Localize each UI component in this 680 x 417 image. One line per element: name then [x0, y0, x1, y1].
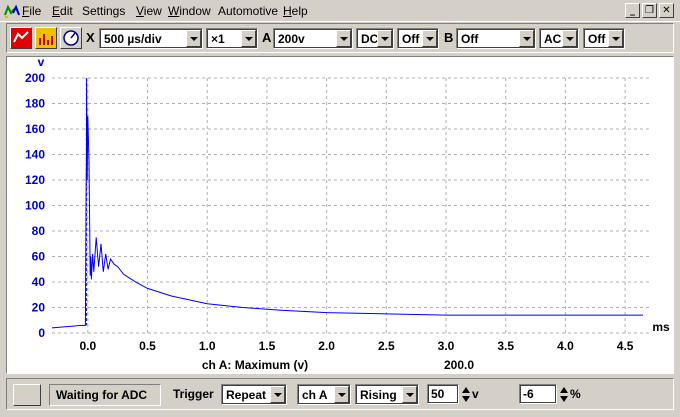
chevron-down-icon[interactable]	[186, 30, 201, 47]
toolbar: X 500 µs/div ×1 A 200v DC Off B Off AC O…	[6, 23, 674, 53]
scope-trace-icon	[13, 31, 29, 43]
trigger-edge-select[interactable]: Rising	[355, 384, 419, 405]
y-tick-label: 160	[25, 122, 45, 136]
timebase-value: 500 µs/div	[104, 32, 162, 46]
channel-a-option-select[interactable]: Off	[397, 28, 439, 49]
chevron-down-icon[interactable]	[519, 30, 534, 47]
y-tick-label: 0	[38, 326, 45, 340]
spectrum-bars-icon	[39, 34, 53, 45]
trigger-level-spinner-icon[interactable]	[461, 385, 471, 405]
trigger-mode-value: Repeat	[226, 388, 267, 402]
multiplier-select[interactable]: ×1	[206, 28, 258, 49]
channel-b-range-select[interactable]: Off	[456, 28, 536, 49]
mdi-window-controls: _ ❐ ✕	[625, 3, 674, 19]
y-tick-label: 40	[32, 275, 46, 289]
multiplier-value: ×1	[211, 32, 225, 46]
scope-chart[interactable]: 0 20 40 60 80 100 120 140 160 180 200 0.0 0.5 1.0 1.5 2…	[7, 57, 673, 373]
measurement-value: 200.0	[444, 358, 474, 372]
y-tick-label: 80	[32, 224, 46, 238]
chevron-down-icon[interactable]	[608, 30, 623, 47]
x-tick-label: 1.5	[259, 339, 276, 353]
channel-a-option-value: Off	[402, 32, 420, 46]
chevron-down-icon[interactable]	[270, 386, 285, 403]
channel-b-option-value: Off	[588, 32, 606, 46]
chevron-down-icon[interactable]	[334, 386, 349, 403]
y-tick-label: 200	[25, 71, 45, 85]
status-bar: Waiting for ADC Trigger Repeat ch A Risi…	[6, 378, 674, 410]
x-unit-label: ms	[652, 320, 670, 334]
trigger-channel-select[interactable]: ch A	[297, 384, 351, 405]
spectrum-mode-button[interactable]	[35, 27, 57, 49]
y-tick-label: 180	[25, 97, 45, 111]
x-tick-label: 1.0	[199, 339, 216, 353]
x-tick-label: 3.0	[438, 339, 455, 353]
scope-mode-button[interactable]	[10, 27, 32, 49]
chevron-down-icon[interactable]	[336, 30, 351, 47]
pretrigger-input[interactable]: -6	[519, 384, 557, 404]
chevron-down-icon[interactable]	[422, 30, 437, 47]
channel-a-range-select[interactable]: 200v	[273, 28, 353, 49]
chevron-down-icon[interactable]	[377, 30, 392, 47]
channel-b-option-select[interactable]: Off	[583, 28, 625, 49]
meter-mode-button[interactable]	[60, 27, 82, 49]
x-tick-label: 4.0	[557, 339, 574, 353]
menu-mnemonic: W	[168, 4, 180, 18]
x-tick-label: 2.5	[378, 339, 395, 353]
status-message: Waiting for ADC	[49, 384, 161, 406]
channel-b-range-value: Off	[461, 32, 479, 46]
minimize-icon[interactable]: _	[625, 3, 640, 18]
trigger-edge-value: Rising	[360, 388, 397, 402]
menu-automotive[interactable]: Automotive	[218, 4, 279, 18]
trigger-mode-select[interactable]: Repeat	[221, 384, 287, 405]
menu-mnemonic: H	[283, 4, 292, 18]
channel-b-coupling-value: AC	[544, 32, 562, 46]
timebase-select[interactable]: 500 µs/div	[99, 28, 203, 49]
close-icon[interactable]: ✕	[659, 3, 674, 18]
chevron-down-icon[interactable]	[562, 30, 577, 47]
channel-a-coupling-select[interactable]: DC	[356, 28, 394, 49]
y-tick-label: 100	[25, 199, 45, 213]
menu-window[interactable]: Window	[168, 4, 211, 18]
trigger-level-unit: v	[472, 387, 479, 401]
meter-dial-icon	[63, 30, 79, 46]
y-tick-label: 20	[32, 301, 46, 315]
chevron-down-icon[interactable]	[241, 30, 256, 47]
menu-settings[interactable]: Settings	[82, 4, 126, 18]
trigger-level-input[interactable]: 50	[427, 384, 459, 404]
menu-edit[interactable]: Edit	[52, 4, 73, 18]
channel-b-coupling-select[interactable]: AC	[539, 28, 579, 49]
channel-b-label: B	[444, 30, 454, 45]
trigger-label: Trigger	[173, 387, 214, 401]
chevron-down-icon[interactable]	[402, 386, 417, 403]
measurement-label: ch A: Maximum (v)	[202, 358, 308, 372]
x-tick-label: 3.5	[497, 339, 514, 353]
menu-mnemonic: V	[136, 4, 144, 18]
menu-mnemonic: F	[22, 4, 30, 18]
menu-mnemonic: E	[52, 4, 61, 18]
pretrigger-spinner-icon[interactable]	[559, 385, 569, 405]
picoscope-app-icon[interactable]	[4, 3, 20, 19]
y-tick-label: 60	[32, 250, 46, 264]
x-tick-label: 2.0	[318, 339, 335, 353]
x-axis-label: X	[86, 30, 95, 45]
channel-a-range-value: 200v	[278, 32, 305, 46]
menu-help[interactable]: Help	[283, 4, 308, 18]
menu-bar: File Edit Settings View Window Automotive Help…	[0, 0, 680, 22]
trigger-channel-value: ch A	[302, 388, 328, 402]
x-tick-label: 0.0	[79, 339, 96, 353]
menu-file[interactable]: File	[22, 4, 42, 18]
y-tick-label: 140	[25, 148, 45, 162]
y-tick-label: 120	[25, 173, 45, 187]
scope-display[interactable]: 0 20 40 60 80 100 120 140 160 180 200 0.0 0.5 1.0 1.5 2…	[6, 56, 674, 374]
x-tick-label: 4.5	[617, 339, 634, 353]
pretrigger-unit: %	[570, 387, 581, 401]
restore-icon[interactable]: ❐	[642, 3, 657, 18]
channel-a-label: A	[262, 30, 272, 45]
menu-view[interactable]: View	[136, 4, 162, 18]
go-button[interactable]	[13, 384, 41, 406]
channel-a-trace	[51, 80, 643, 329]
channel-a-coupling-value: DC	[361, 32, 379, 46]
x-tick-label: 0.5	[139, 339, 156, 353]
y-unit-label: v	[38, 57, 45, 69]
